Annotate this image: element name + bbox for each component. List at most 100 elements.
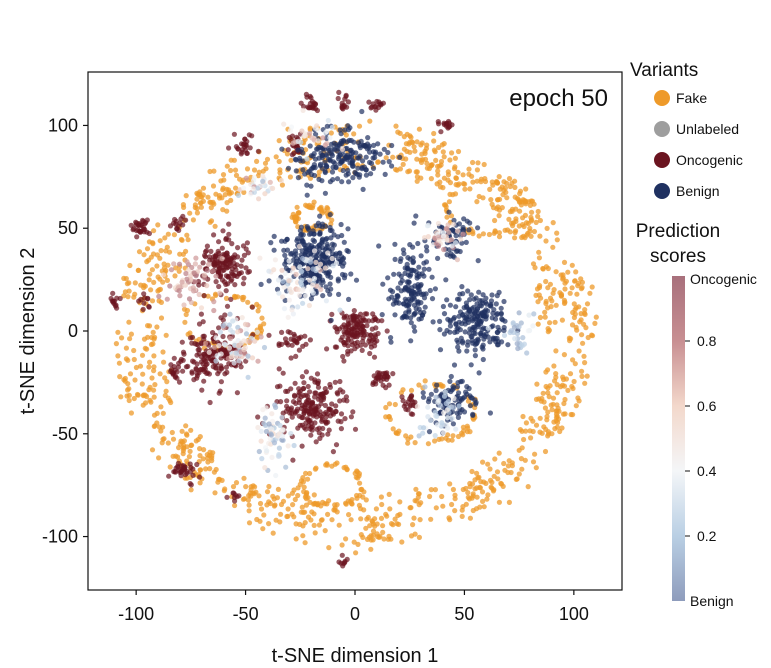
data-point <box>171 355 177 361</box>
data-point <box>260 168 266 174</box>
data-point <box>335 234 341 240</box>
data-point <box>392 401 398 408</box>
data-point <box>370 528 377 534</box>
data-point <box>284 513 290 520</box>
data-point <box>315 127 321 133</box>
data-point <box>488 298 495 304</box>
data-point <box>433 394 439 400</box>
data-point <box>299 238 306 244</box>
data-point <box>255 185 261 191</box>
data-point <box>282 261 288 267</box>
data-point <box>452 496 458 502</box>
data-point <box>169 429 175 436</box>
data-point <box>339 105 345 111</box>
data-point <box>528 233 534 239</box>
data-point <box>307 143 313 149</box>
data-point <box>421 291 427 297</box>
data-point <box>557 428 563 435</box>
data-point <box>165 440 171 446</box>
data-point <box>514 476 520 482</box>
data-point <box>384 374 390 380</box>
data-point <box>160 272 167 278</box>
data-point <box>258 428 264 434</box>
data-point <box>262 160 269 166</box>
data-point <box>370 380 376 386</box>
data-point <box>433 505 439 511</box>
data-point <box>226 322 232 328</box>
data-point <box>435 220 441 227</box>
data-point <box>269 411 275 417</box>
data-point <box>483 316 489 322</box>
data-point <box>183 193 189 199</box>
data-point <box>577 319 583 325</box>
data-point <box>322 528 328 534</box>
data-point <box>416 126 422 132</box>
data-point <box>434 422 441 428</box>
data-point <box>276 445 282 451</box>
data-point <box>404 279 410 285</box>
data-point <box>179 237 185 243</box>
data-point <box>467 186 473 192</box>
data-point <box>299 277 305 283</box>
data-point <box>360 494 366 500</box>
data-point <box>168 362 174 368</box>
data-point <box>457 410 463 416</box>
data-point <box>300 523 306 529</box>
data-point <box>467 297 473 303</box>
data-point <box>193 438 199 444</box>
data-point <box>441 331 447 337</box>
data-point <box>443 277 449 283</box>
data-point <box>501 179 507 185</box>
data-point <box>317 242 323 248</box>
data-point <box>271 233 277 239</box>
data-point <box>456 390 462 396</box>
data-point <box>290 311 296 317</box>
data-point <box>308 183 314 189</box>
data-point <box>442 389 448 395</box>
data-point <box>504 227 511 233</box>
data-point <box>146 323 153 329</box>
data-point <box>550 220 556 226</box>
data-point <box>397 258 403 264</box>
data-point <box>589 333 596 339</box>
data-point <box>496 230 502 236</box>
data-point <box>465 342 471 348</box>
data-point <box>413 269 419 275</box>
data-point <box>137 363 144 369</box>
data-point <box>455 182 461 188</box>
data-point <box>424 160 430 166</box>
data-point <box>536 255 543 261</box>
data-point <box>292 393 298 399</box>
data-point <box>213 292 219 298</box>
data-point <box>562 280 568 286</box>
data-point <box>316 430 322 436</box>
data-point <box>288 355 294 361</box>
data-point <box>137 228 143 234</box>
data-point <box>315 138 321 144</box>
data-point <box>394 293 400 299</box>
data-point <box>204 267 210 273</box>
data-point <box>372 104 378 110</box>
data-point <box>499 316 505 322</box>
data-point <box>502 467 508 473</box>
data-point <box>262 191 268 197</box>
data-point <box>420 390 426 396</box>
data-point <box>494 469 501 475</box>
data-point <box>389 142 395 149</box>
data-point <box>152 334 158 340</box>
data-point <box>261 344 268 351</box>
data-point <box>161 359 167 365</box>
data-point <box>482 333 488 340</box>
data-point <box>140 371 146 377</box>
data-point <box>367 159 373 165</box>
data-point <box>329 124 335 130</box>
data-point <box>166 473 172 479</box>
data-point <box>136 298 142 304</box>
data-point <box>326 427 332 433</box>
data-point <box>142 283 148 289</box>
data-point <box>426 266 432 272</box>
data-point <box>245 250 251 256</box>
data-point <box>220 228 226 234</box>
data-point <box>257 255 263 261</box>
data-point <box>489 292 495 298</box>
